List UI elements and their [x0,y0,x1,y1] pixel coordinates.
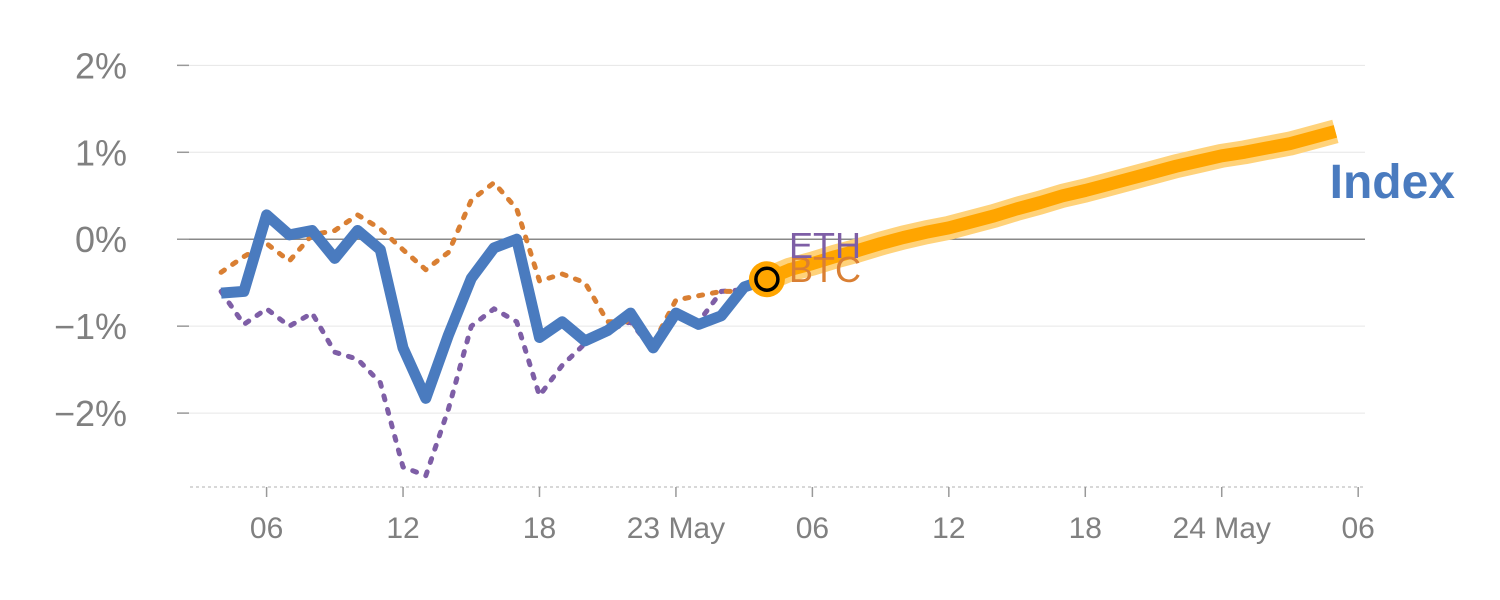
x-tick-label: 06 [1341,512,1374,545]
y-tick-label: 0% [75,219,127,260]
series-label-eth: ETH [789,225,861,266]
x-tick-label: 06 [796,512,829,545]
x-tick-label: 12 [932,512,965,545]
x-tick-label: 23 May [627,512,725,545]
series-line-forecast [764,125,1338,286]
y-tick-label: −1% [54,306,127,347]
series-line-eth [218,276,770,479]
x-tick-label: 18 [1069,512,1102,545]
x-axis: 06 12 18 23 May 06 12 18 24 May 06 [190,486,1375,545]
x-tick-label: 12 [386,512,419,545]
series-label-btc: BTC [789,249,861,290]
y-tick-label: −2% [54,393,127,434]
x-tick-label: 24 May [1173,512,1271,545]
x-tick-label: 18 [523,512,556,545]
y-tick-label: 1% [75,132,127,173]
series-layer [218,119,1339,479]
current-point-marker [754,266,780,292]
y-tick-label: 2% [75,45,127,86]
series-line-index [220,209,769,404]
marker-layer [748,261,785,298]
x-tick-label: 06 [250,512,283,545]
series-label-index: Index [1330,156,1456,209]
y-axis-ticks: 2% 1% 0% −1% −2% [54,45,189,434]
